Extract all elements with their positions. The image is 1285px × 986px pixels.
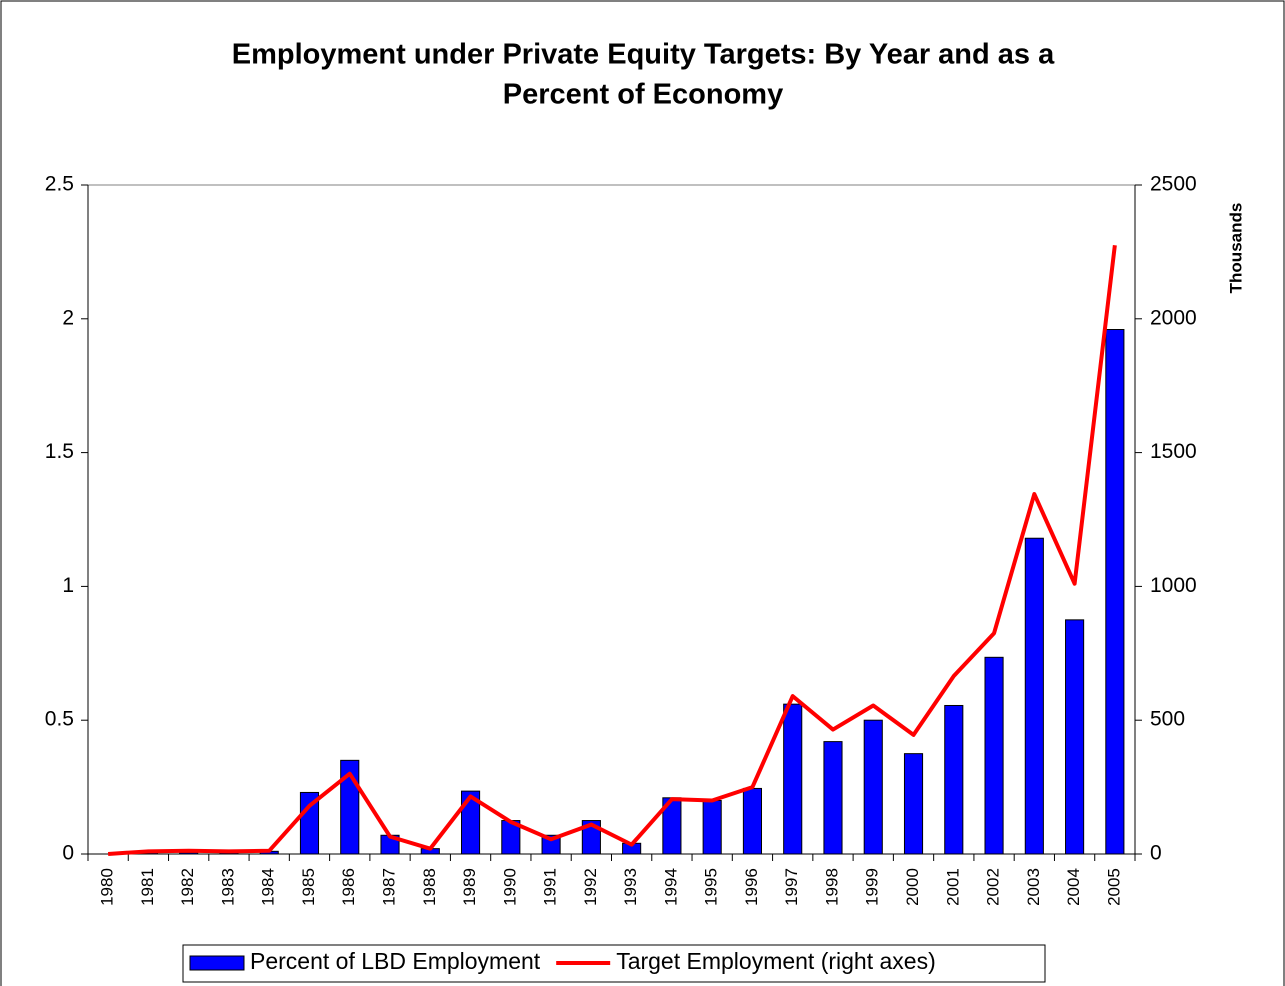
legend-swatch bbox=[189, 955, 245, 971]
x-tick-label: 1991 bbox=[541, 868, 560, 906]
x-tick-label: 2000 bbox=[903, 868, 922, 906]
x-tick-label: 1989 bbox=[460, 868, 479, 906]
y-tick-label: 1 bbox=[62, 574, 74, 597]
bar bbox=[1105, 329, 1125, 855]
bar bbox=[944, 704, 964, 855]
x-tick-label: 1996 bbox=[742, 868, 761, 906]
x-tick-label: 2005 bbox=[1104, 868, 1123, 906]
y2-axis-title: Thousands bbox=[1226, 203, 1245, 294]
y2-tick-label: 0 bbox=[1150, 842, 1162, 865]
x-tick-label: 1986 bbox=[339, 868, 358, 906]
bar bbox=[1024, 537, 1044, 855]
x-tick-label: 2001 bbox=[943, 868, 962, 906]
x-tick-label: 2002 bbox=[984, 868, 1003, 906]
x-tick-label: 1983 bbox=[218, 868, 237, 906]
bar bbox=[460, 790, 481, 855]
x-tick-label: 1995 bbox=[702, 868, 721, 906]
y2-tick-label: 2000 bbox=[1150, 306, 1197, 329]
y-tick-label: 2 bbox=[62, 306, 74, 329]
y-tick-label: 0.5 bbox=[45, 708, 74, 731]
x-tick-label: 1994 bbox=[661, 868, 680, 906]
y2-tick-label: 2500 bbox=[1150, 173, 1197, 196]
y2-tick-label: 1000 bbox=[1150, 574, 1197, 597]
y-tick-label: 0 bbox=[62, 842, 74, 865]
chart-title: Percent of Economy bbox=[503, 79, 783, 111]
x-tick-label: 1992 bbox=[581, 868, 600, 906]
bar bbox=[702, 799, 722, 855]
x-tick-label: 1980 bbox=[98, 868, 117, 906]
x-tick-label: 1997 bbox=[782, 868, 801, 906]
bar bbox=[984, 656, 1004, 855]
legend-label: Target Employment (right axes) bbox=[616, 948, 936, 974]
bar bbox=[863, 719, 883, 855]
y2-tick-label: 1500 bbox=[1150, 440, 1197, 463]
line bbox=[108, 244, 1117, 856]
x-tick-label: 1987 bbox=[380, 868, 399, 906]
x-tick-label: 1981 bbox=[138, 868, 157, 906]
bar bbox=[783, 703, 803, 855]
bar bbox=[823, 741, 843, 855]
y2-tick-label: 500 bbox=[1150, 708, 1185, 731]
y-tick-label: 1.5 bbox=[45, 440, 74, 463]
x-tick-label: 1998 bbox=[822, 868, 841, 906]
x-tick-label: 1999 bbox=[863, 868, 882, 906]
chart-title: Employment under Private Equity Targets:… bbox=[232, 39, 1055, 71]
x-tick-label: 2004 bbox=[1064, 868, 1083, 906]
legend bbox=[182, 944, 1046, 983]
bar bbox=[1065, 619, 1085, 855]
bar bbox=[541, 834, 561, 855]
x-tick-label: 2003 bbox=[1024, 868, 1043, 906]
y-tick-label: 2.5 bbox=[45, 173, 74, 196]
x-tick-label: 1985 bbox=[299, 868, 318, 906]
x-tick-label: 1982 bbox=[178, 868, 197, 906]
x-tick-label: 1988 bbox=[420, 868, 439, 906]
bar bbox=[742, 787, 763, 855]
x-tick-label: 1984 bbox=[259, 868, 278, 906]
bar bbox=[903, 753, 924, 855]
x-tick-label: 1993 bbox=[621, 868, 640, 906]
legend-label: Percent of LBD Employment bbox=[250, 948, 541, 974]
x-tick-label: 1990 bbox=[500, 868, 519, 906]
bar bbox=[299, 791, 320, 855]
